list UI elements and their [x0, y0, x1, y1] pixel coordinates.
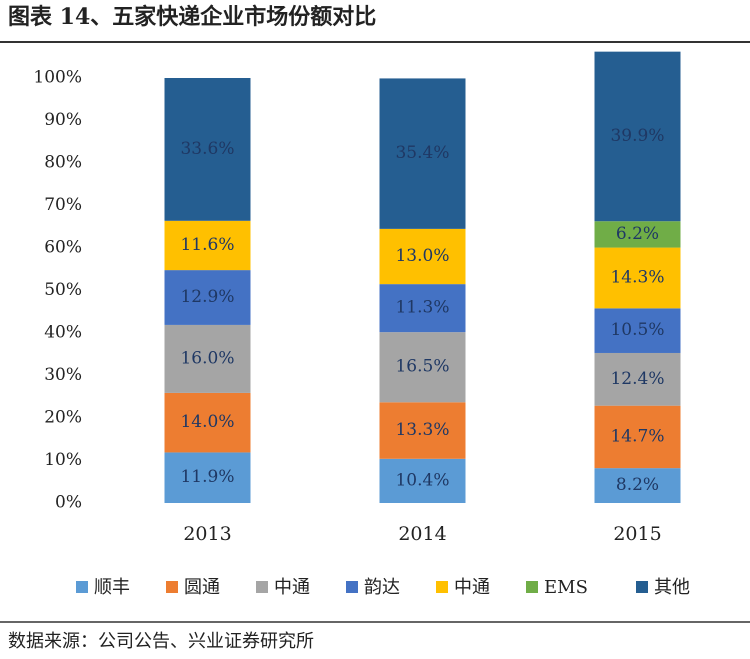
legend-swatch	[166, 581, 178, 593]
value-label: 12.4%	[610, 369, 664, 389]
y-tick-label: 90%	[44, 110, 82, 130]
value-label: 11.9%	[180, 467, 234, 487]
legend-label: 圆通	[184, 577, 220, 598]
legend-swatch	[636, 581, 648, 593]
legend-label: 其他	[654, 577, 690, 598]
legend-label: 顺丰	[94, 577, 130, 598]
bar-segment	[594, 468, 681, 503]
value-label: 10.5%	[610, 320, 664, 340]
value-label: 14.7%	[610, 426, 664, 446]
y-tick-label: 100%	[33, 68, 82, 88]
bar-segment	[164, 220, 251, 271]
value-label: 12.9%	[180, 287, 234, 307]
y-tick-label: 20%	[44, 408, 82, 428]
legend-swatch	[526, 581, 538, 593]
chart-title: 图表 14、五家快递企业市场份额对比	[8, 4, 376, 30]
y-tick-label: 50%	[44, 280, 82, 300]
bar-segment	[379, 402, 466, 459]
value-label: 35.4%	[395, 143, 449, 163]
y-tick-label: 80%	[44, 153, 82, 173]
legend-swatch	[76, 581, 88, 593]
y-tick-label: 30%	[44, 365, 82, 385]
value-label: 6.2%	[616, 224, 659, 244]
bar-segment	[164, 270, 251, 325]
value-label: 13.3%	[395, 420, 449, 440]
y-tick-label: 10%	[44, 450, 82, 470]
legend-swatch	[346, 581, 358, 593]
legend-label: 韵达	[364, 577, 400, 598]
y-tick-label: 0%	[55, 493, 82, 513]
x-tick-label: 2013	[183, 523, 231, 545]
bar-segment	[594, 405, 681, 469]
bar-segment	[164, 452, 251, 503]
value-label: 8.2%	[616, 475, 659, 495]
bar-segment	[379, 332, 466, 403]
bar-segment	[594, 51, 681, 222]
value-label: 14.3%	[610, 267, 664, 287]
value-label: 11.6%	[180, 235, 234, 255]
legend-label: 中通	[274, 577, 310, 598]
bar-segment	[379, 458, 466, 503]
value-label: 16.5%	[395, 357, 449, 377]
legend-label: EMS	[544, 577, 588, 598]
x-tick-label: 2014	[398, 523, 446, 545]
y-tick-label: 40%	[44, 323, 82, 343]
bar-segment	[164, 324, 251, 393]
value-label: 11.3%	[395, 298, 449, 318]
bar-segment	[379, 78, 466, 229]
bar-segment	[594, 352, 681, 406]
value-label: 14.0%	[180, 412, 234, 432]
source: 数据来源：公司公告、兴业证券研究所	[8, 631, 314, 652]
x-tick-label: 2015	[613, 523, 661, 545]
legend-label: 中通	[454, 577, 490, 598]
bar-segment	[594, 221, 681, 248]
value-label: 16.0%	[180, 348, 234, 368]
bar-segment	[164, 392, 251, 453]
bar-segment	[164, 78, 251, 221]
legend-swatch	[436, 581, 448, 593]
value-label: 39.9%	[610, 126, 664, 146]
legend-swatch	[256, 581, 268, 593]
bar-segment	[594, 308, 681, 353]
bar-segment	[379, 228, 466, 285]
bar-segment	[379, 284, 466, 333]
value-label: 10.4%	[395, 470, 449, 490]
y-tick-label: 70%	[44, 195, 82, 215]
bar-segment	[594, 247, 681, 309]
value-label: 13.0%	[395, 246, 449, 266]
y-tick-label: 60%	[44, 238, 82, 258]
value-label: 33.6%	[180, 139, 234, 159]
